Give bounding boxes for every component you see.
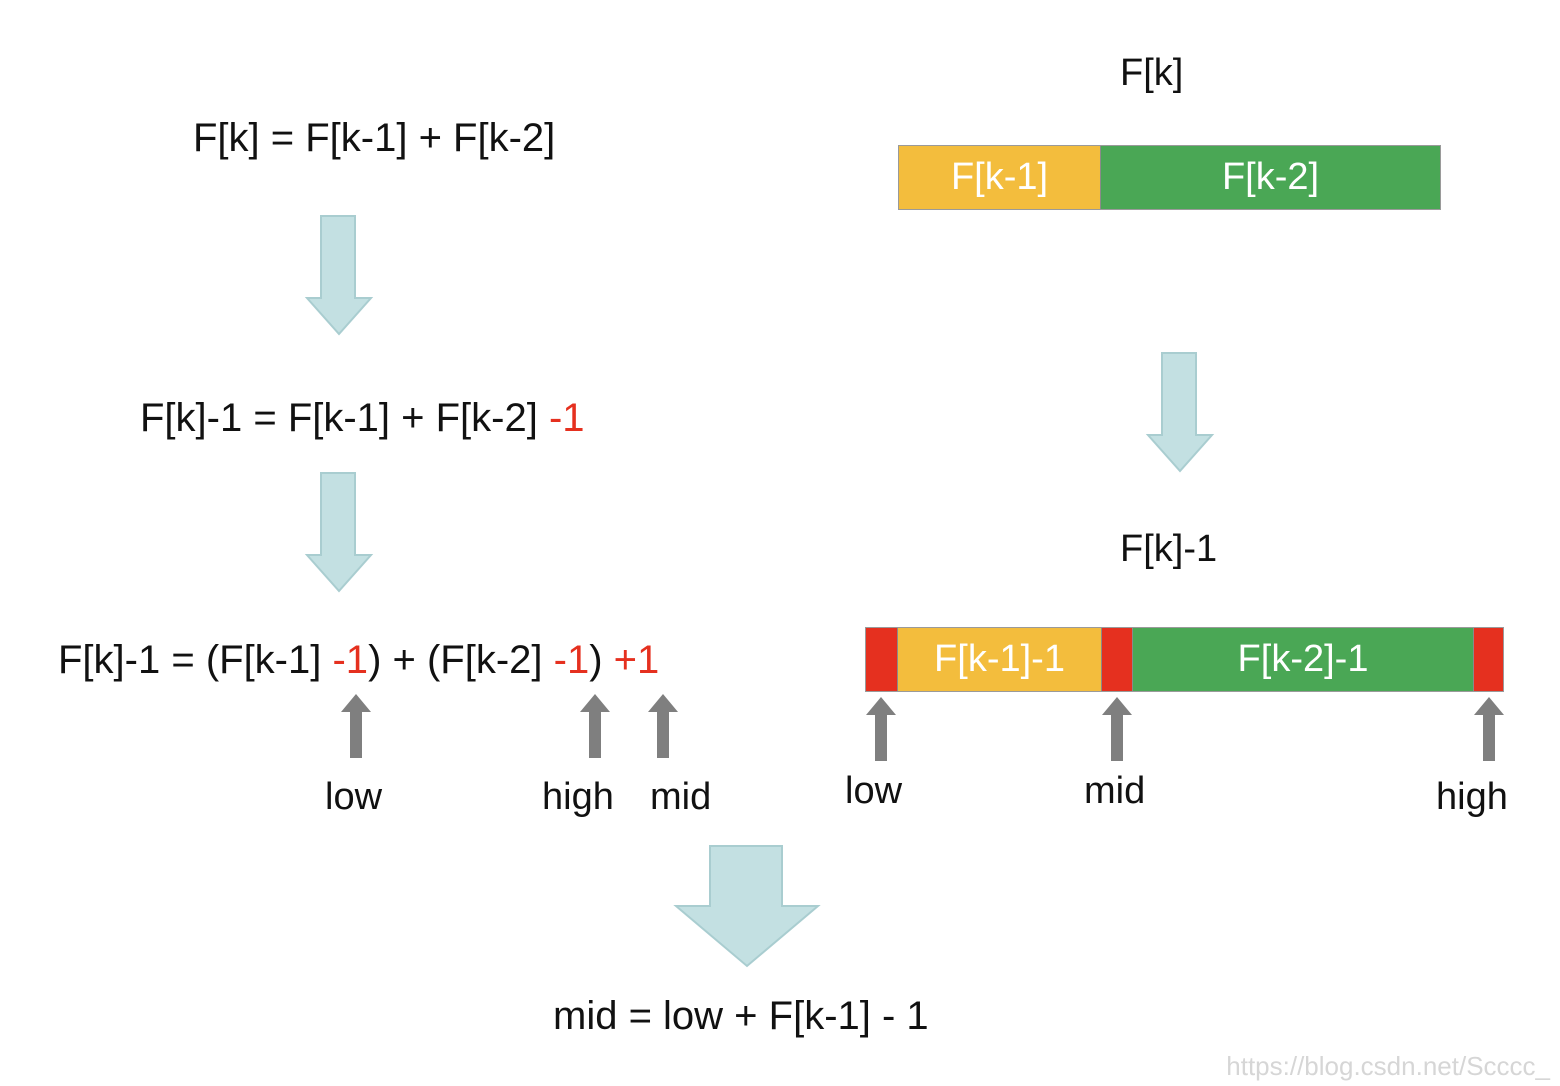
- pointer-arrow-up-icon: [580, 694, 610, 758]
- label-mid: mid: [1084, 770, 1146, 812]
- segment-low-element: [866, 628, 897, 691]
- equation-red-part: -1: [332, 638, 369, 682]
- pointer-arrow-up-icon: [1474, 697, 1504, 761]
- equation-main-part: F[k]-1 = F[k-1] + F[k-2]: [140, 396, 549, 440]
- segment-fk-1-minus-1: F[k-1]-1: [897, 628, 1101, 691]
- segment-high-element: [1473, 628, 1503, 691]
- watermark: https://blog.csdn.net/Scccc_: [1226, 1051, 1550, 1081]
- flow-arrow-down-big-icon: [673, 845, 821, 968]
- bar-title-fk: F[k]: [1120, 52, 1184, 94]
- equation-red-part: -1: [553, 638, 590, 682]
- equation-part: ) + (F[k-2]: [368, 638, 554, 682]
- bar-title-fk-minus-1: F[k]-1: [1120, 528, 1218, 570]
- label-low: low: [325, 776, 383, 818]
- flow-arrow-down-icon: [304, 472, 374, 593]
- flow-arrow-down-icon: [304, 215, 374, 336]
- segment-fk-2-minus-1: F[k-2]-1: [1132, 628, 1473, 691]
- pointer-arrow-up-icon: [1102, 697, 1132, 761]
- equation-fibonacci: F[k] = F[k-1] + F[k-2]: [193, 116, 556, 160]
- equation-red-part: +1: [613, 638, 660, 682]
- segment-mid-element: [1101, 628, 1132, 691]
- segment-fk-1: F[k-1]: [899, 146, 1100, 209]
- flow-arrow-down-icon: [1145, 352, 1215, 473]
- label-high: high: [542, 776, 614, 818]
- equation-split: F[k]-1 = (F[k-1] -1) + (F[k-2] -1) +1: [58, 640, 659, 680]
- segment-fk-2: F[k-2]: [1100, 146, 1440, 209]
- pointer-arrow-up-icon: [341, 694, 371, 758]
- label-low: low: [845, 770, 903, 812]
- label-high: high: [1436, 776, 1508, 818]
- equation-part: ): [589, 638, 614, 682]
- result-equation: mid = low + F[k-1] - 1: [553, 994, 929, 1038]
- array-bar-fk: F[k-1] F[k-2]: [898, 145, 1441, 210]
- pointer-arrow-up-icon: [866, 697, 896, 761]
- array-bar-fk-minus-1: F[k-1]-1 F[k-2]-1: [865, 627, 1504, 692]
- equation-part: F[k]-1 = (F[k-1]: [58, 638, 333, 682]
- equation-red-part: -1: [548, 396, 585, 440]
- label-mid: mid: [650, 776, 712, 818]
- pointer-arrow-up-icon: [648, 694, 678, 758]
- equation-minus-one: F[k]-1 = F[k-1] + F[k-2] -1: [140, 398, 585, 438]
